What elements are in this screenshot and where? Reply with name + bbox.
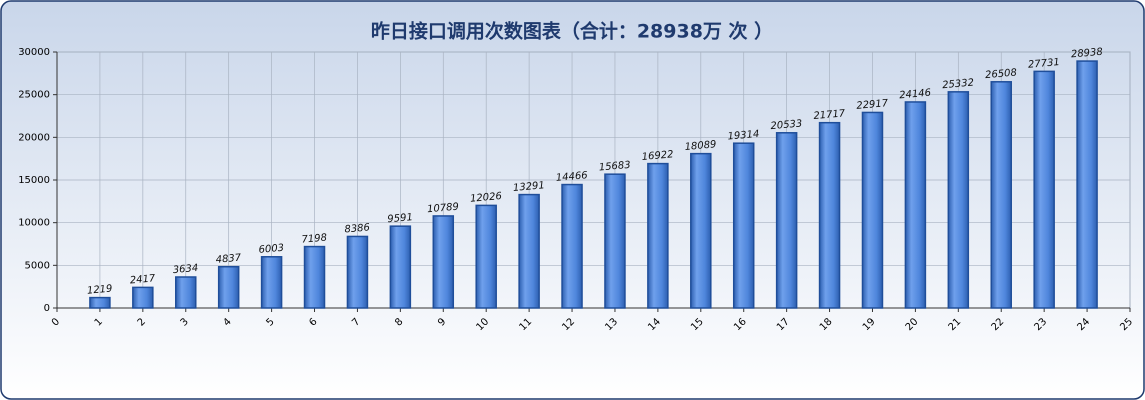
y-tick-label: 25000 <box>18 90 50 101</box>
y-tick-label: 15000 <box>18 175 50 186</box>
value-label: 2417 <box>129 273 156 286</box>
chart-title: 昨日接口调用次数图表（合计：28938万 次 ） <box>371 20 773 43</box>
bar <box>89 296 111 309</box>
bar <box>432 215 455 309</box>
bar <box>518 193 540 309</box>
value-label: 4837 <box>215 253 242 266</box>
bar <box>260 256 283 309</box>
bar <box>818 121 841 309</box>
value-label: 9591 <box>387 212 413 225</box>
value-label: 25332 <box>942 77 975 91</box>
bar <box>647 162 669 309</box>
bar <box>132 286 154 309</box>
bar <box>389 225 412 309</box>
y-tick-label: 0 <box>44 303 50 314</box>
value-label: 27731 <box>1028 57 1061 71</box>
bar <box>904 101 927 309</box>
value-label: 1219 <box>87 284 113 297</box>
value-label: 3634 <box>172 263 198 276</box>
value-label: 6003 <box>258 243 284 256</box>
bar <box>303 245 326 309</box>
value-label: 14466 <box>555 170 588 184</box>
bar <box>1033 70 1055 309</box>
value-label: 22917 <box>856 98 889 112</box>
bar <box>346 235 369 309</box>
bar <box>947 91 970 309</box>
value-label: 28938 <box>1071 47 1104 61</box>
value-label: 10789 <box>427 202 460 216</box>
y-tick-label: 10000 <box>18 218 50 229</box>
bar <box>732 142 755 309</box>
bar <box>175 276 197 309</box>
y-tick-label: 20000 <box>18 132 50 143</box>
value-label: 21717 <box>813 108 846 122</box>
bar <box>217 265 240 309</box>
bar <box>1076 60 1098 309</box>
bar <box>475 204 497 309</box>
bar <box>861 111 884 309</box>
value-label: 16922 <box>641 149 674 163</box>
value-label: 19314 <box>727 129 760 143</box>
bar <box>990 81 1012 309</box>
value-label: 7198 <box>301 232 327 245</box>
value-label: 13291 <box>513 180 546 194</box>
value-label: 12026 <box>470 191 503 205</box>
value-label: 8386 <box>344 222 370 235</box>
value-label: 24146 <box>899 88 932 102</box>
bar <box>604 173 626 309</box>
y-tick-label: 5000 <box>25 260 50 271</box>
y-tick-label: 30000 <box>18 47 50 58</box>
value-label: 18089 <box>684 139 717 153</box>
bar <box>775 132 798 309</box>
bar <box>690 152 712 309</box>
value-label: 15683 <box>598 160 631 174</box>
value-label: 26508 <box>985 67 1018 81</box>
bar <box>561 183 583 309</box>
value-label: 20533 <box>770 118 803 132</box>
